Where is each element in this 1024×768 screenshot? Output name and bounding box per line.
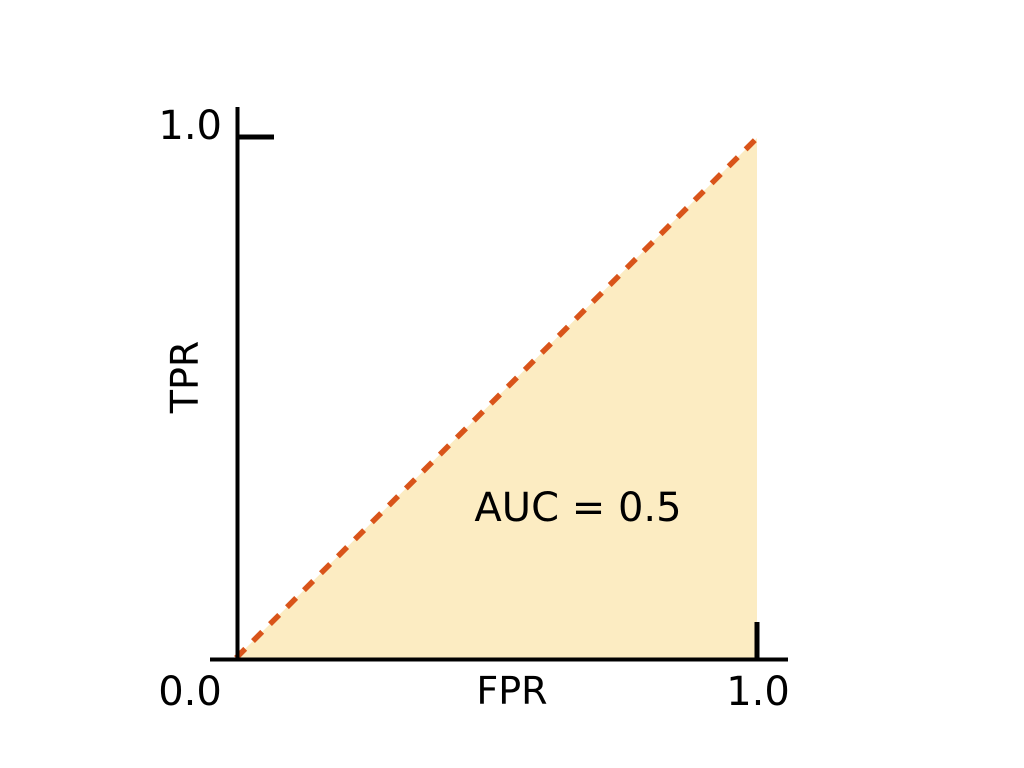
x-axis-tick-label-0-0: 0.0 <box>158 669 222 715</box>
y-axis-tick-label-1-0: 1.0 <box>158 103 222 149</box>
x-axis-tick-label-1-0: 1.0 <box>726 669 790 715</box>
auc-annotation-label: AUC = 0.5 <box>474 485 682 531</box>
y-axis-title: TPR <box>163 340 207 414</box>
chance-level-line <box>234 136 759 660</box>
x-axis-title: FPR <box>476 669 548 713</box>
